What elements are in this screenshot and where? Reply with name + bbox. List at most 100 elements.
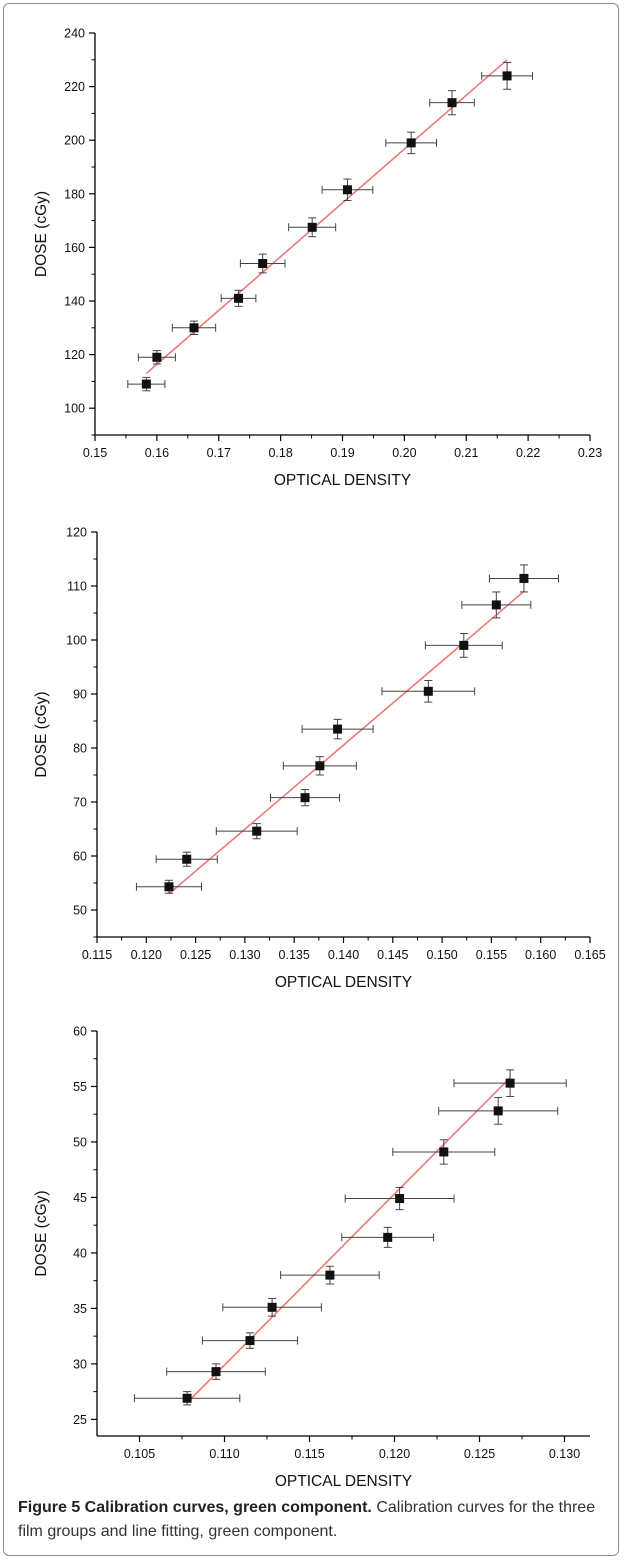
y-tick-label: 200 — [64, 134, 85, 148]
y-tick-label: 70 — [73, 796, 87, 810]
y-tick-label: 50 — [73, 904, 87, 918]
point-marker — [252, 826, 262, 836]
data-point — [438, 1097, 559, 1125]
x-tick-label: 0.115 — [82, 948, 112, 962]
x-tick-label: 0.20 — [392, 446, 416, 460]
point-marker — [395, 1194, 405, 1204]
y-tick-label: 160 — [64, 241, 85, 255]
point-marker — [315, 761, 325, 771]
y-tick-label: 240 — [64, 27, 85, 41]
x-tick-label: 0.165 — [574, 948, 605, 962]
data-point — [344, 1186, 455, 1211]
x-tick-label: 0.150 — [426, 948, 457, 962]
data-point — [341, 1226, 435, 1248]
y-tick-label: 60 — [73, 850, 87, 864]
data-point — [220, 289, 257, 307]
x-tick-label: 0.21 — [454, 446, 478, 460]
x-tick-label: 0.125 — [180, 948, 211, 962]
x-tick-label: 0.18 — [268, 446, 292, 460]
x-tick-label: 0.15 — [83, 446, 107, 460]
point-marker — [300, 793, 310, 803]
y-tick-label: 25 — [73, 1413, 87, 1427]
point-marker — [493, 1106, 503, 1116]
data-point — [301, 718, 374, 740]
data-point — [133, 1391, 241, 1406]
y-tick-label: 90 — [73, 688, 87, 702]
data-point — [201, 1332, 299, 1349]
chart-3: 0.105 0.110 0.115 0.120 0.125 0.130 25 30 35 40 45… — [33, 1025, 590, 1490]
data-point — [135, 879, 203, 894]
point-marker — [211, 1367, 221, 1377]
data-point — [137, 350, 176, 365]
x-tick-label: 0.17 — [207, 446, 231, 460]
point-marker — [491, 600, 501, 610]
data-point — [321, 178, 374, 201]
x-tick-label: 0.19 — [330, 446, 354, 460]
x-tick-label: 0.120 — [131, 948, 162, 962]
x-tick-label: 0.135 — [279, 948, 310, 962]
point-marker — [383, 1232, 393, 1242]
y-tick-label: 220 — [64, 80, 85, 94]
y-tick-label: 80 — [73, 742, 87, 756]
y-tick-label: 45 — [73, 1191, 87, 1205]
point-marker — [141, 379, 151, 389]
y-tick-label: 50 — [73, 1135, 87, 1149]
fit-line — [168, 590, 525, 895]
x-tick-label: 0.23 — [578, 446, 602, 460]
y-tick-label: 60 — [73, 1025, 87, 1039]
data-point — [481, 61, 533, 90]
point-marker — [164, 882, 174, 892]
x-tick-label: 0.120 — [379, 1447, 410, 1461]
caption-text: Calibration curves for the three film gr… — [18, 1499, 596, 1540]
y-tick-label: 120 — [66, 526, 87, 540]
point-marker — [152, 352, 162, 362]
y-tick-label: 140 — [64, 295, 85, 309]
data-point — [381, 680, 476, 703]
data-point — [166, 1363, 266, 1380]
point-marker — [333, 724, 343, 734]
x-tick-label: 0.160 — [525, 948, 556, 962]
data-point — [215, 823, 298, 840]
x-tick-label: 0.16 — [145, 446, 169, 460]
x-tick-label: 0.125 — [464, 1447, 495, 1461]
data-point — [429, 90, 475, 116]
point-marker — [182, 854, 192, 864]
y-tick-label: 100 — [64, 402, 85, 416]
point-marker — [189, 323, 199, 333]
point-marker — [423, 686, 433, 696]
figure-caption: Figure 5 Calibration curves, green compo… — [18, 1496, 610, 1544]
y-tick-label: 40 — [73, 1246, 87, 1260]
y-tick-label: 100 — [66, 634, 87, 648]
fit-line — [186, 1077, 511, 1404]
y-axis-label: DOSE (cGy) — [33, 191, 50, 277]
data-point — [461, 591, 532, 619]
point-marker — [258, 258, 268, 268]
caption-figure-label: Figure 5 Calibration curves, green compo… — [18, 1499, 372, 1516]
x-axis-label: OPTICAL DENSITY — [275, 1473, 412, 1490]
point-marker — [234, 293, 244, 303]
figure-frame — [3, 3, 619, 1556]
x-axis-label: OPTICAL DENSITY — [274, 472, 411, 489]
y-tick-label: 180 — [64, 187, 85, 201]
data-point — [453, 1069, 567, 1097]
y-axis-label: DOSE (cGy) — [33, 1190, 50, 1276]
data-point — [280, 1265, 380, 1285]
point-marker — [267, 1302, 277, 1312]
y-tick-label: 120 — [64, 348, 85, 362]
y-tick-label: 35 — [73, 1302, 87, 1316]
data-point — [270, 789, 341, 807]
fit-line — [145, 59, 508, 374]
y-tick-label: 55 — [73, 1080, 87, 1094]
x-axis-label: OPTICAL DENSITY — [275, 974, 412, 991]
x-tick-label: 0.22 — [516, 446, 540, 460]
point-marker — [182, 1393, 192, 1403]
charts-canvas: 0.15 0.16 0.17 0.18 0.19 0.20 0.21 0.22 0.23 100 1… — [33, 27, 606, 1491]
data-point — [155, 851, 218, 867]
data-point — [424, 633, 503, 658]
point-marker — [245, 1336, 255, 1346]
point-marker — [459, 640, 469, 650]
x-tick-label: 0.105 — [124, 1447, 155, 1461]
data-point — [239, 253, 286, 274]
chart-1: 0.15 0.16 0.17 0.18 0.19 0.20 0.21 0.22 0.23 100 1… — [33, 27, 602, 490]
point-marker — [307, 222, 317, 232]
